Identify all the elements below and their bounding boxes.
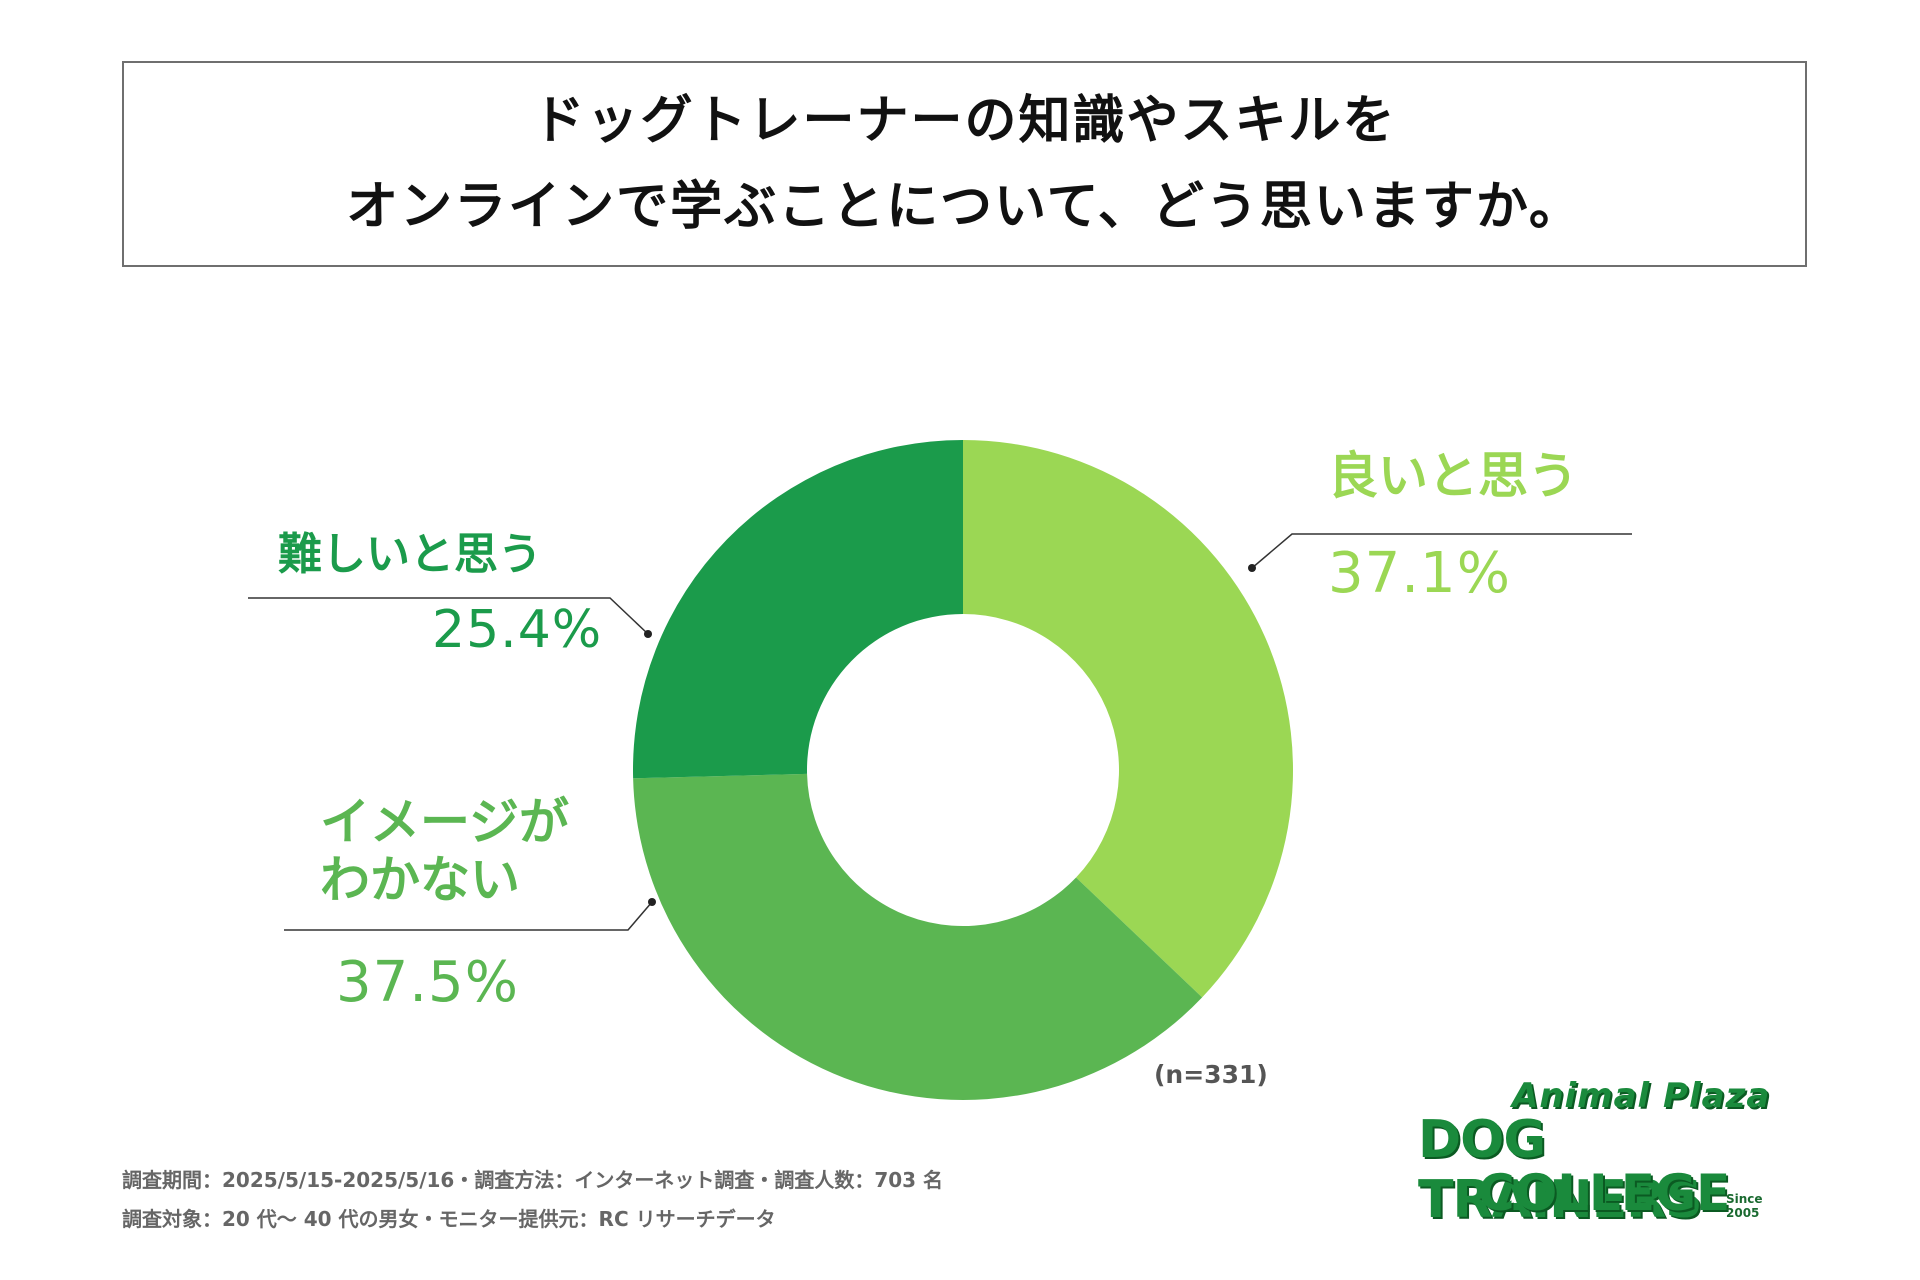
footer-line-2: 調査対象：20 代～ 40 代の男女・モニター提供元：RC リサーチデータ bbox=[122, 1207, 776, 1231]
slice-name-unclear-line2: わかない bbox=[320, 850, 520, 909]
slice-difficult bbox=[633, 440, 963, 779]
slice-label-unclear: イメージが わかない 37.5% bbox=[320, 793, 569, 1015]
leader-good-dot bbox=[1248, 564, 1256, 572]
slice-label-good: 良いと思う 37.1% bbox=[1328, 447, 1578, 606]
leader-good bbox=[1251, 533, 1632, 569]
footer-line-1: 調査期間：2025/5/15-2025/5/16・調査方法：インターネット調査・… bbox=[122, 1168, 944, 1192]
title-box: ドッグトレーナーの知識やスキルを オンラインで学ぶことについて、どう思いますか。 bbox=[122, 61, 1807, 267]
slice-value-unclear: 37.5% bbox=[336, 950, 519, 1015]
title-line-2: オンラインで学ぶことについて、どう思いますか。 bbox=[346, 177, 1583, 237]
slice-name-unclear-line1: イメージが bbox=[320, 793, 569, 851]
logo-since-text: Since 2005 bbox=[1726, 1192, 1763, 1220]
slice-name-good: 良いと思う bbox=[1328, 447, 1578, 505]
slice-name-difficult: 難しいと思う bbox=[278, 529, 542, 580]
slice-value-good: 37.1% bbox=[1328, 540, 1511, 606]
slice-unclear bbox=[633, 773, 1203, 1100]
logo-top-text: Animal Plaza bbox=[1512, 1076, 1771, 1116]
logo: Animal Plaza DOG TRAINERS COLLEGE Since … bbox=[1418, 1076, 1798, 1230]
leader-difficult-dot bbox=[644, 630, 652, 638]
leader-unclear-dot bbox=[648, 898, 656, 906]
sample-size-label: (n=331) bbox=[1154, 1060, 1268, 1089]
slice-good bbox=[963, 440, 1293, 998]
logo-bottom-text: COLLEGE bbox=[1478, 1164, 1731, 1222]
slice-value-difficult: 25.4% bbox=[432, 599, 603, 660]
title-line-1: ドッグトレーナーの知識やスキルを bbox=[532, 91, 1397, 151]
logo-middle-text: DOG TRAINERS bbox=[1418, 1110, 1703, 1230]
leader-unclear bbox=[284, 901, 653, 931]
leader-difficult bbox=[248, 597, 649, 635]
slice-label-difficult: 難しいと思う 25.4% bbox=[278, 529, 603, 660]
